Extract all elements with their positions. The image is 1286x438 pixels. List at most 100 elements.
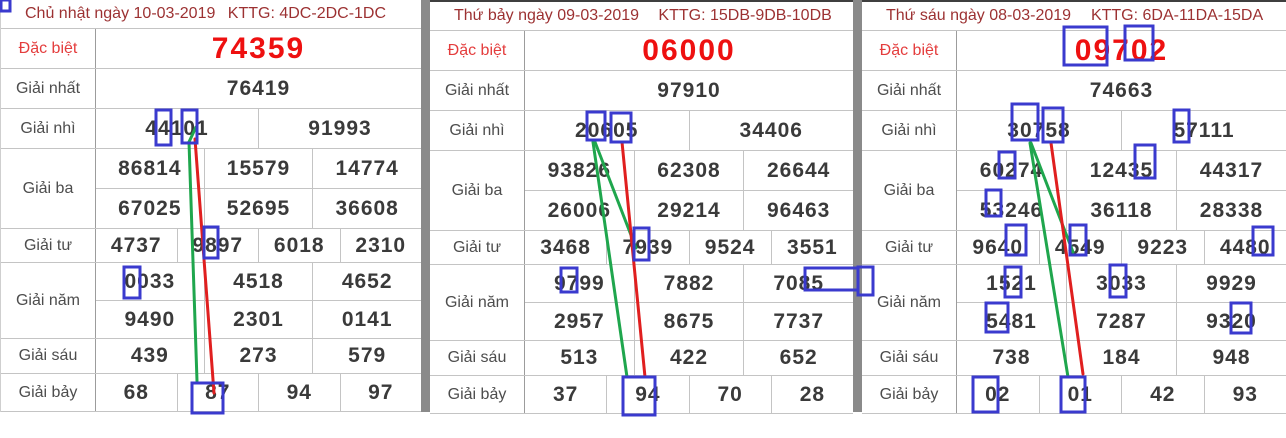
fifth-prize-number: 4518 (203, 263, 313, 300)
prize-label-fifth: Giải năm (1, 263, 96, 338)
third-prize-number: 26644 (743, 151, 853, 190)
fifth-prize-number: 7737 (743, 303, 853, 340)
special-prize-row: Đặc biệt 74359 (1, 28, 421, 68)
fifth-prize-number: 3033 (1066, 265, 1176, 302)
prize-label-seventh: Giải bảy (862, 376, 957, 413)
sixth-prize-number: 579 (312, 339, 421, 373)
fifth-prize-number: 5481 (986, 309, 1037, 333)
panel-header: Thứ sáu ngày 08-03-2019 KTTG: 6DA-11DA-1… (862, 2, 1286, 30)
fourth-prize-number: 2310 (339, 229, 422, 262)
third-prize-number: 62308 (633, 151, 744, 190)
prize-label-first: Giải nhất (862, 71, 957, 110)
prize-label-fourth: Giải tư (430, 231, 525, 264)
prize-label-special: Đặc biệt (1, 29, 96, 68)
seventh-prize-number: 94 (606, 376, 688, 413)
fifth-prize-number: 4652 (312, 263, 421, 300)
special-prize-number: 06000 (642, 33, 736, 67)
third-prize-number: 96463 (743, 191, 853, 230)
prize-label-fourth: Giải tư (1, 229, 96, 262)
fifth-prize-number: 8675 (633, 303, 744, 340)
seventh-prize-row: Giải bảy 68 87 94 97 (1, 373, 421, 412)
prize-label-seventh: Giải bảy (430, 376, 525, 413)
sixth-prize-number: 439 (130, 344, 169, 367)
third-prize-number: 12435 (1066, 151, 1176, 190)
first-prize-row: Giải nhất 74663 (862, 70, 1286, 110)
fourth-prize-number: 3551 (770, 231, 853, 264)
fourth-prize-row: Giải tư 9640 4549 9223 4480 (862, 230, 1286, 264)
seventh-prize-number: 42 (1121, 376, 1204, 413)
fifth-prize-number: 9929 (1176, 265, 1286, 302)
fifth-prize-number: 9490 (124, 307, 176, 331)
third-prize-number: 26006 (547, 198, 612, 222)
kttg-code: KTTG: 6DA-11DA-15DA (1090, 7, 1264, 24)
lottery-panel-saturday: Thứ bảy ngày 09-03-2019 KTTG: 15DB-9DB-1… (430, 0, 853, 414)
prize-label-special: Đặc biệt (430, 31, 525, 70)
sixth-prize-number: 184 (1066, 341, 1176, 375)
third-prize-number: 36608 (312, 189, 421, 228)
second-prize-number: 44101 (145, 116, 209, 140)
sixth-prize-number: 948 (1176, 341, 1286, 375)
prize-label-second: Giải nhì (862, 111, 957, 150)
second-prize-number: 20605 (575, 118, 639, 142)
panel-header: Chủ nhật ngày 10-03-2019 KTTG: 4DC-2DC-1… (1, 0, 421, 28)
fifth-prize-row: Giải năm 0033 4518 4652 9490 2301 0141 (1, 262, 421, 338)
fifth-prize-number: 7882 (633, 265, 744, 302)
seventh-prize-number: 94 (258, 374, 340, 411)
seventh-prize-number: 87 (176, 374, 259, 411)
draw-date: Thứ bảy ngày 09-03-2019 (454, 7, 640, 24)
fourth-prize-number: 4737 (110, 233, 162, 257)
fifth-prize-number: 2957 (553, 309, 605, 333)
second-prize-number: 34406 (688, 111, 854, 150)
fourth-prize-number: 4549 (1038, 231, 1122, 264)
fifth-prize-number: 2301 (203, 301, 313, 338)
third-prize-number: 60274 (979, 158, 1044, 182)
fourth-prize-number: 9640 (972, 235, 1024, 259)
second-prize-row: Giải nhì 20605 34406 (430, 110, 853, 150)
fifth-prize-number: 1521 (986, 271, 1037, 295)
fifth-prize-number: 9320 (1176, 303, 1286, 340)
fifth-prize-number: 7287 (1066, 303, 1176, 340)
fifth-prize-number: 9799 (553, 271, 605, 295)
prize-label-third: Giải ba (862, 151, 957, 230)
seventh-prize-number: 37 (552, 382, 579, 406)
prize-label-third: Giải ba (1, 149, 96, 228)
prize-label-first: Giải nhất (1, 69, 96, 108)
first-prize-number: 76419 (226, 76, 291, 100)
prize-label-fourth: Giải tư (862, 231, 957, 264)
seventh-prize-number: 68 (123, 380, 149, 404)
lottery-panel-friday: Thứ sáu ngày 08-03-2019 KTTG: 6DA-11DA-1… (862, 0, 1286, 414)
panel-header: Thứ bảy ngày 09-03-2019 KTTG: 15DB-9DB-1… (430, 2, 853, 30)
seventh-prize-number: 93 (1203, 376, 1286, 413)
fourth-prize-number: 9897 (176, 229, 259, 262)
first-prize-row: Giải nhất 97910 (430, 70, 853, 110)
second-prize-row: Giải nhì 44101 91993 (1, 108, 421, 148)
fourth-prize-number: 6018 (258, 229, 340, 262)
first-prize-number: 74663 (1089, 78, 1154, 102)
seventh-prize-number: 97 (339, 374, 422, 411)
sixth-prize-number: 513 (560, 346, 599, 369)
third-prize-number: 14774 (312, 149, 421, 188)
draw-date: Chủ nhật ngày 10-03-2019 (25, 5, 216, 22)
prize-label-sixth: Giải sáu (430, 341, 525, 375)
special-prize-row: Đặc biệt 06000 (430, 30, 853, 70)
sixth-prize-row: Giải sáu 513 422 652 (430, 340, 853, 375)
fourth-prize-row: Giải tư 3468 7939 9524 3551 (430, 230, 853, 264)
seventh-prize-row: Giải bảy 02 01 42 93 (862, 375, 1286, 414)
third-prize-number: 44317 (1176, 151, 1286, 190)
seventh-prize-number: 01 (1038, 376, 1122, 413)
seventh-prize-number: 28 (770, 376, 853, 413)
kttg-code: KTTG: 4DC-2DC-1DC (227, 5, 387, 22)
prize-label-special: Đặc biệt (862, 31, 957, 70)
fifth-prize-row: Giải năm 1521 3033 9929 5481 7287 9320 (862, 264, 1286, 340)
second-prize-number: 30758 (1007, 118, 1071, 142)
lottery-panel-sunday: Chủ nhật ngày 10-03-2019 KTTG: 4DC-2DC-1… (0, 0, 421, 412)
prize-label-seventh: Giải bảy (1, 374, 96, 411)
second-prize-row: Giải nhì 30758 57111 (862, 110, 1286, 150)
fifth-prize-number: 0033 (124, 269, 176, 293)
sixth-prize-number: 738 (992, 346, 1031, 369)
fourth-prize-number: 3468 (540, 235, 591, 259)
prize-label-third: Giải ba (430, 151, 525, 230)
seventh-prize-row: Giải bảy 37 94 70 28 (430, 375, 853, 414)
special-prize-number: 74359 (211, 31, 306, 65)
